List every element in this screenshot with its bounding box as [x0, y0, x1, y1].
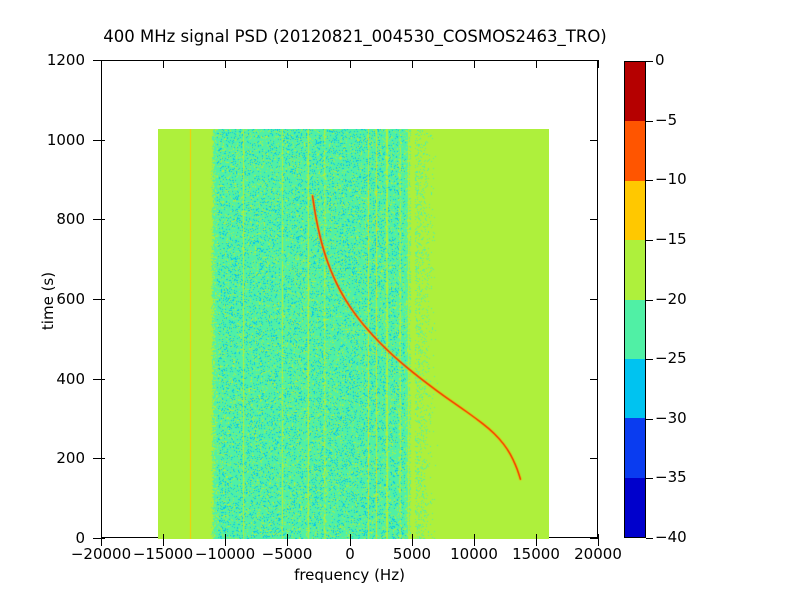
- colorbar-band: [625, 240, 645, 300]
- y-tick-mark: [93, 219, 101, 220]
- y-tick-mark: [93, 140, 101, 141]
- x-tick-label: 20000: [574, 545, 622, 563]
- y-tick-mark-right: [590, 379, 598, 380]
- colorbar-tick-label: −35: [655, 468, 687, 486]
- x-tick-mark-inner: [350, 534, 351, 538]
- x-tick-mark-top: [225, 60, 226, 68]
- y-tick-label: 400: [56, 370, 85, 388]
- spectrogram-image: [158, 129, 549, 539]
- colorbar-tick-mark: [646, 538, 653, 539]
- x-tick-mark-top: [101, 60, 102, 68]
- y-tick-mark-inner: [101, 538, 105, 539]
- y-tick-mark-right: [590, 538, 598, 539]
- colorbar-tick-mark: [646, 419, 653, 420]
- colorbar-tick-label: −10: [655, 170, 687, 188]
- x-tick-label: −15000: [132, 545, 194, 563]
- colorbar-tick-mark: [646, 61, 653, 62]
- colorbar-tick-mark: [646, 121, 653, 122]
- colorbar-band: [625, 358, 645, 419]
- y-tick-label: 600: [56, 290, 85, 308]
- colorbar-tick-mark: [646, 240, 653, 241]
- y-tick-label: 800: [56, 210, 85, 228]
- x-tick-mark-top: [350, 60, 351, 68]
- x-tick-mark: [225, 538, 226, 546]
- y-tick-mark: [93, 538, 101, 539]
- x-tick-label: 10000: [450, 545, 498, 563]
- colorbar-tick-mark: [646, 478, 653, 479]
- plot-axes-frame: [101, 60, 598, 539]
- y-tick-mark: [93, 60, 101, 61]
- y-tick-mark-inner: [101, 60, 105, 61]
- x-tick-label: 0: [345, 545, 355, 563]
- x-tick-mark-inner: [474, 534, 475, 538]
- y-tick-mark-right: [590, 60, 598, 61]
- y-tick-label: 0: [75, 529, 85, 547]
- x-tick-mark: [350, 538, 351, 546]
- colorbar-tick-label: −25: [655, 349, 687, 367]
- colorbar: [624, 61, 646, 538]
- colorbar-tick-label: −40: [655, 528, 687, 546]
- x-tick-mark-inner: [287, 534, 288, 538]
- x-tick-mark: [101, 538, 102, 546]
- x-tick-mark: [474, 538, 475, 546]
- colorbar-band: [625, 477, 645, 537]
- x-tick-mark-inner: [163, 534, 164, 538]
- y-tick-label: 200: [56, 449, 85, 467]
- x-tick-label: −20000: [70, 545, 132, 563]
- x-tick-mark: [287, 538, 288, 546]
- y-tick-mark-right: [590, 299, 598, 300]
- colorbar-band: [625, 180, 645, 241]
- y-tick-mark: [93, 458, 101, 459]
- colorbar-tick-label: −20: [655, 290, 687, 308]
- y-tick-mark-right: [590, 140, 598, 141]
- colorbar-tick-label: 0: [655, 51, 665, 69]
- colorbar-tick-mark: [646, 180, 653, 181]
- colorbar-band: [625, 62, 645, 122]
- y-tick-mark-right: [590, 458, 598, 459]
- y-tick-mark: [93, 379, 101, 380]
- x-tick-label: −10000: [194, 545, 256, 563]
- colorbar-band: [625, 121, 645, 181]
- y-tick-mark: [93, 299, 101, 300]
- x-tick-mark-top: [474, 60, 475, 68]
- page-title: 400 MHz signal PSD (20120821_004530_COSM…: [103, 27, 607, 46]
- y-tick-mark-right: [590, 219, 598, 220]
- x-tick-mark-top: [287, 60, 288, 68]
- y-tick-mark-inner: [101, 299, 105, 300]
- x-tick-mark: [536, 538, 537, 546]
- x-tick-mark-inner: [598, 534, 599, 538]
- x-tick-mark: [163, 538, 164, 546]
- x-tick-mark-inner: [225, 534, 226, 538]
- x-axis-label: frequency (Hz): [294, 566, 405, 584]
- y-tick-mark-inner: [101, 458, 105, 459]
- x-tick-mark-top: [412, 60, 413, 68]
- y-tick-mark-inner: [101, 140, 105, 141]
- colorbar-tick-label: −15: [655, 230, 687, 248]
- x-tick-mark-top: [536, 60, 537, 68]
- x-tick-label: −5000: [261, 545, 313, 563]
- x-tick-mark-inner: [101, 534, 102, 538]
- x-tick-mark: [598, 538, 599, 546]
- x-tick-label: 5000: [392, 545, 432, 563]
- y-tick-mark-inner: [101, 379, 105, 380]
- y-tick-label: 1000: [46, 131, 85, 149]
- colorbar-band: [625, 299, 645, 359]
- x-tick-mark: [412, 538, 413, 546]
- x-tick-mark-top: [598, 60, 599, 68]
- x-tick-mark-inner: [412, 534, 413, 538]
- y-tick-label: 1200: [46, 51, 85, 69]
- x-tick-label: 15000: [512, 545, 560, 563]
- colorbar-tick-mark: [646, 300, 653, 301]
- colorbar-band: [625, 418, 645, 478]
- colorbar-tick-mark: [646, 359, 653, 360]
- x-tick-mark-top: [163, 60, 164, 68]
- colorbar-tick-label: −5: [655, 111, 678, 129]
- x-tick-mark-inner: [536, 534, 537, 538]
- y-tick-mark-inner: [101, 219, 105, 220]
- colorbar-tick-label: −30: [655, 409, 687, 427]
